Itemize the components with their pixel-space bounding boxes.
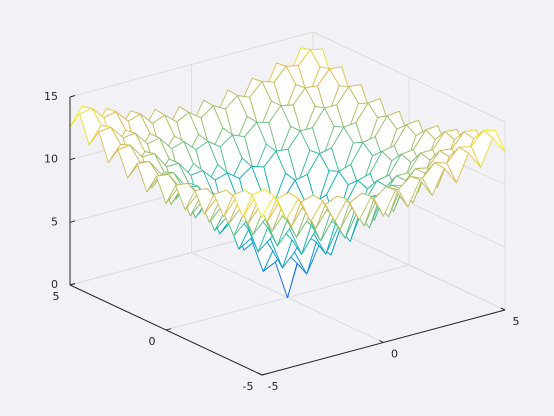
grid-line — [69, 31, 314, 98]
z-tick — [69, 157, 76, 161]
y-tick-label: -5 — [243, 380, 254, 393]
x-tick-label: 0 — [391, 348, 398, 361]
z-tick-label: 10 — [44, 153, 58, 166]
z-tick-label: 15 — [44, 90, 58, 103]
y-tick-label: 5 — [53, 290, 60, 303]
y-tick — [261, 373, 268, 376]
grid-line — [312, 31, 506, 123]
y-tick — [69, 283, 76, 286]
z-tick-label: 5 — [51, 215, 58, 228]
x-tick-label: -5 — [268, 380, 279, 393]
x-tick-label: 5 — [513, 315, 520, 328]
z-tick-label: 0 — [51, 278, 58, 291]
z-tick — [69, 95, 76, 98]
x-tick — [500, 307, 506, 311]
x-tick — [379, 340, 384, 343]
mesh-cell — [251, 188, 275, 218]
x-tick — [257, 372, 263, 376]
y-tick — [165, 328, 172, 331]
z-tick — [69, 220, 76, 223]
y-tick-label: 0 — [149, 335, 156, 348]
